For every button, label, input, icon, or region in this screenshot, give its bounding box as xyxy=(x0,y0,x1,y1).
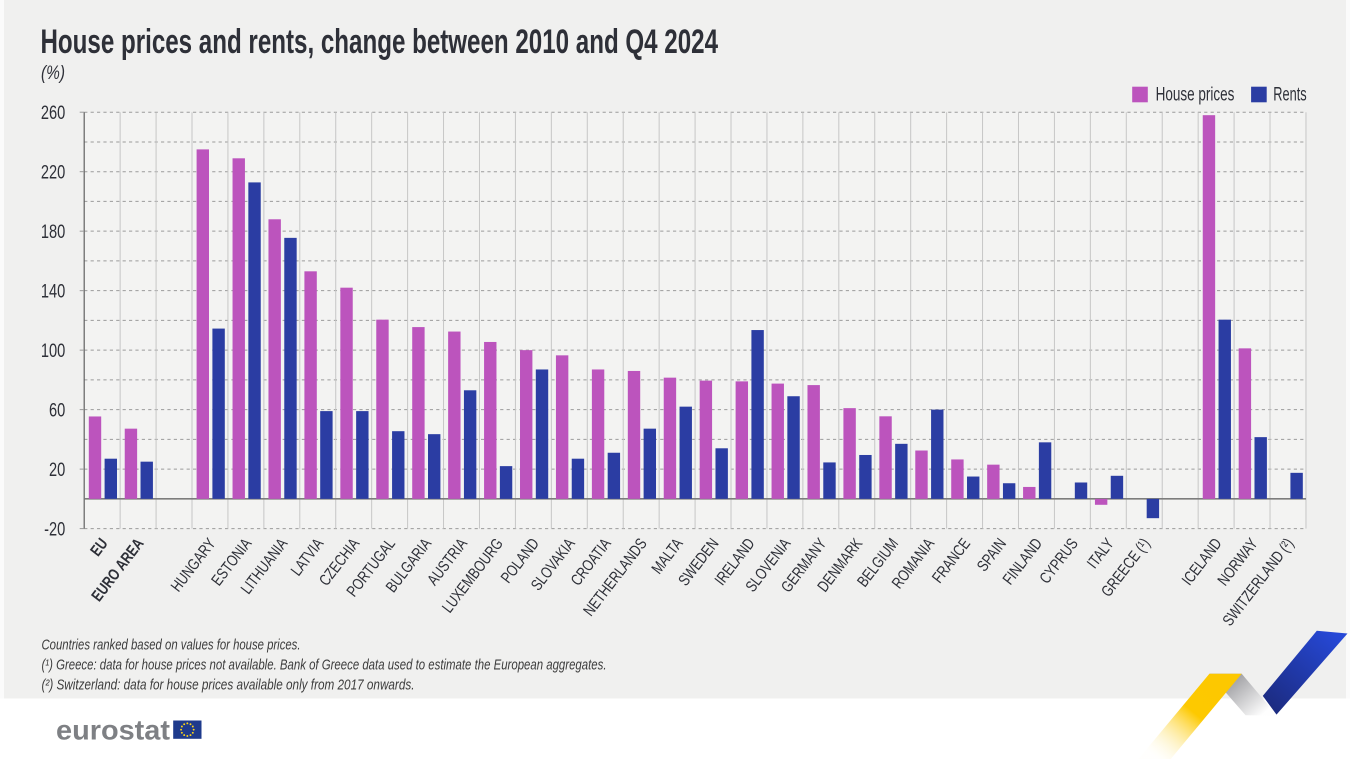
svg-text:220: 220 xyxy=(41,161,65,184)
svg-text:20: 20 xyxy=(49,458,65,481)
svg-text:(%): (%) xyxy=(41,62,65,84)
svg-text:Countries ranked based on valu: Countries ranked based on values for hou… xyxy=(42,638,301,654)
svg-text:100: 100 xyxy=(41,339,65,362)
svg-text:-20: -20 xyxy=(44,517,65,540)
svg-text:260: 260 xyxy=(41,101,65,124)
svg-text:eurostat: eurostat xyxy=(56,715,170,746)
svg-text:(¹) Greece: data for house pri: (¹) Greece: data for house prices not av… xyxy=(42,658,607,674)
svg-text:House prices and rents, change: House prices and rents, change between 2… xyxy=(41,23,719,61)
svg-text:House prices: House prices xyxy=(1156,83,1235,105)
svg-text:140: 140 xyxy=(41,280,65,303)
svg-text:Rents: Rents xyxy=(1273,83,1307,105)
svg-text:60: 60 xyxy=(49,399,65,422)
svg-text:180: 180 xyxy=(41,220,65,243)
svg-text:(²) Switzerland: data for hous: (²) Switzerland: data for house prices a… xyxy=(42,678,415,694)
